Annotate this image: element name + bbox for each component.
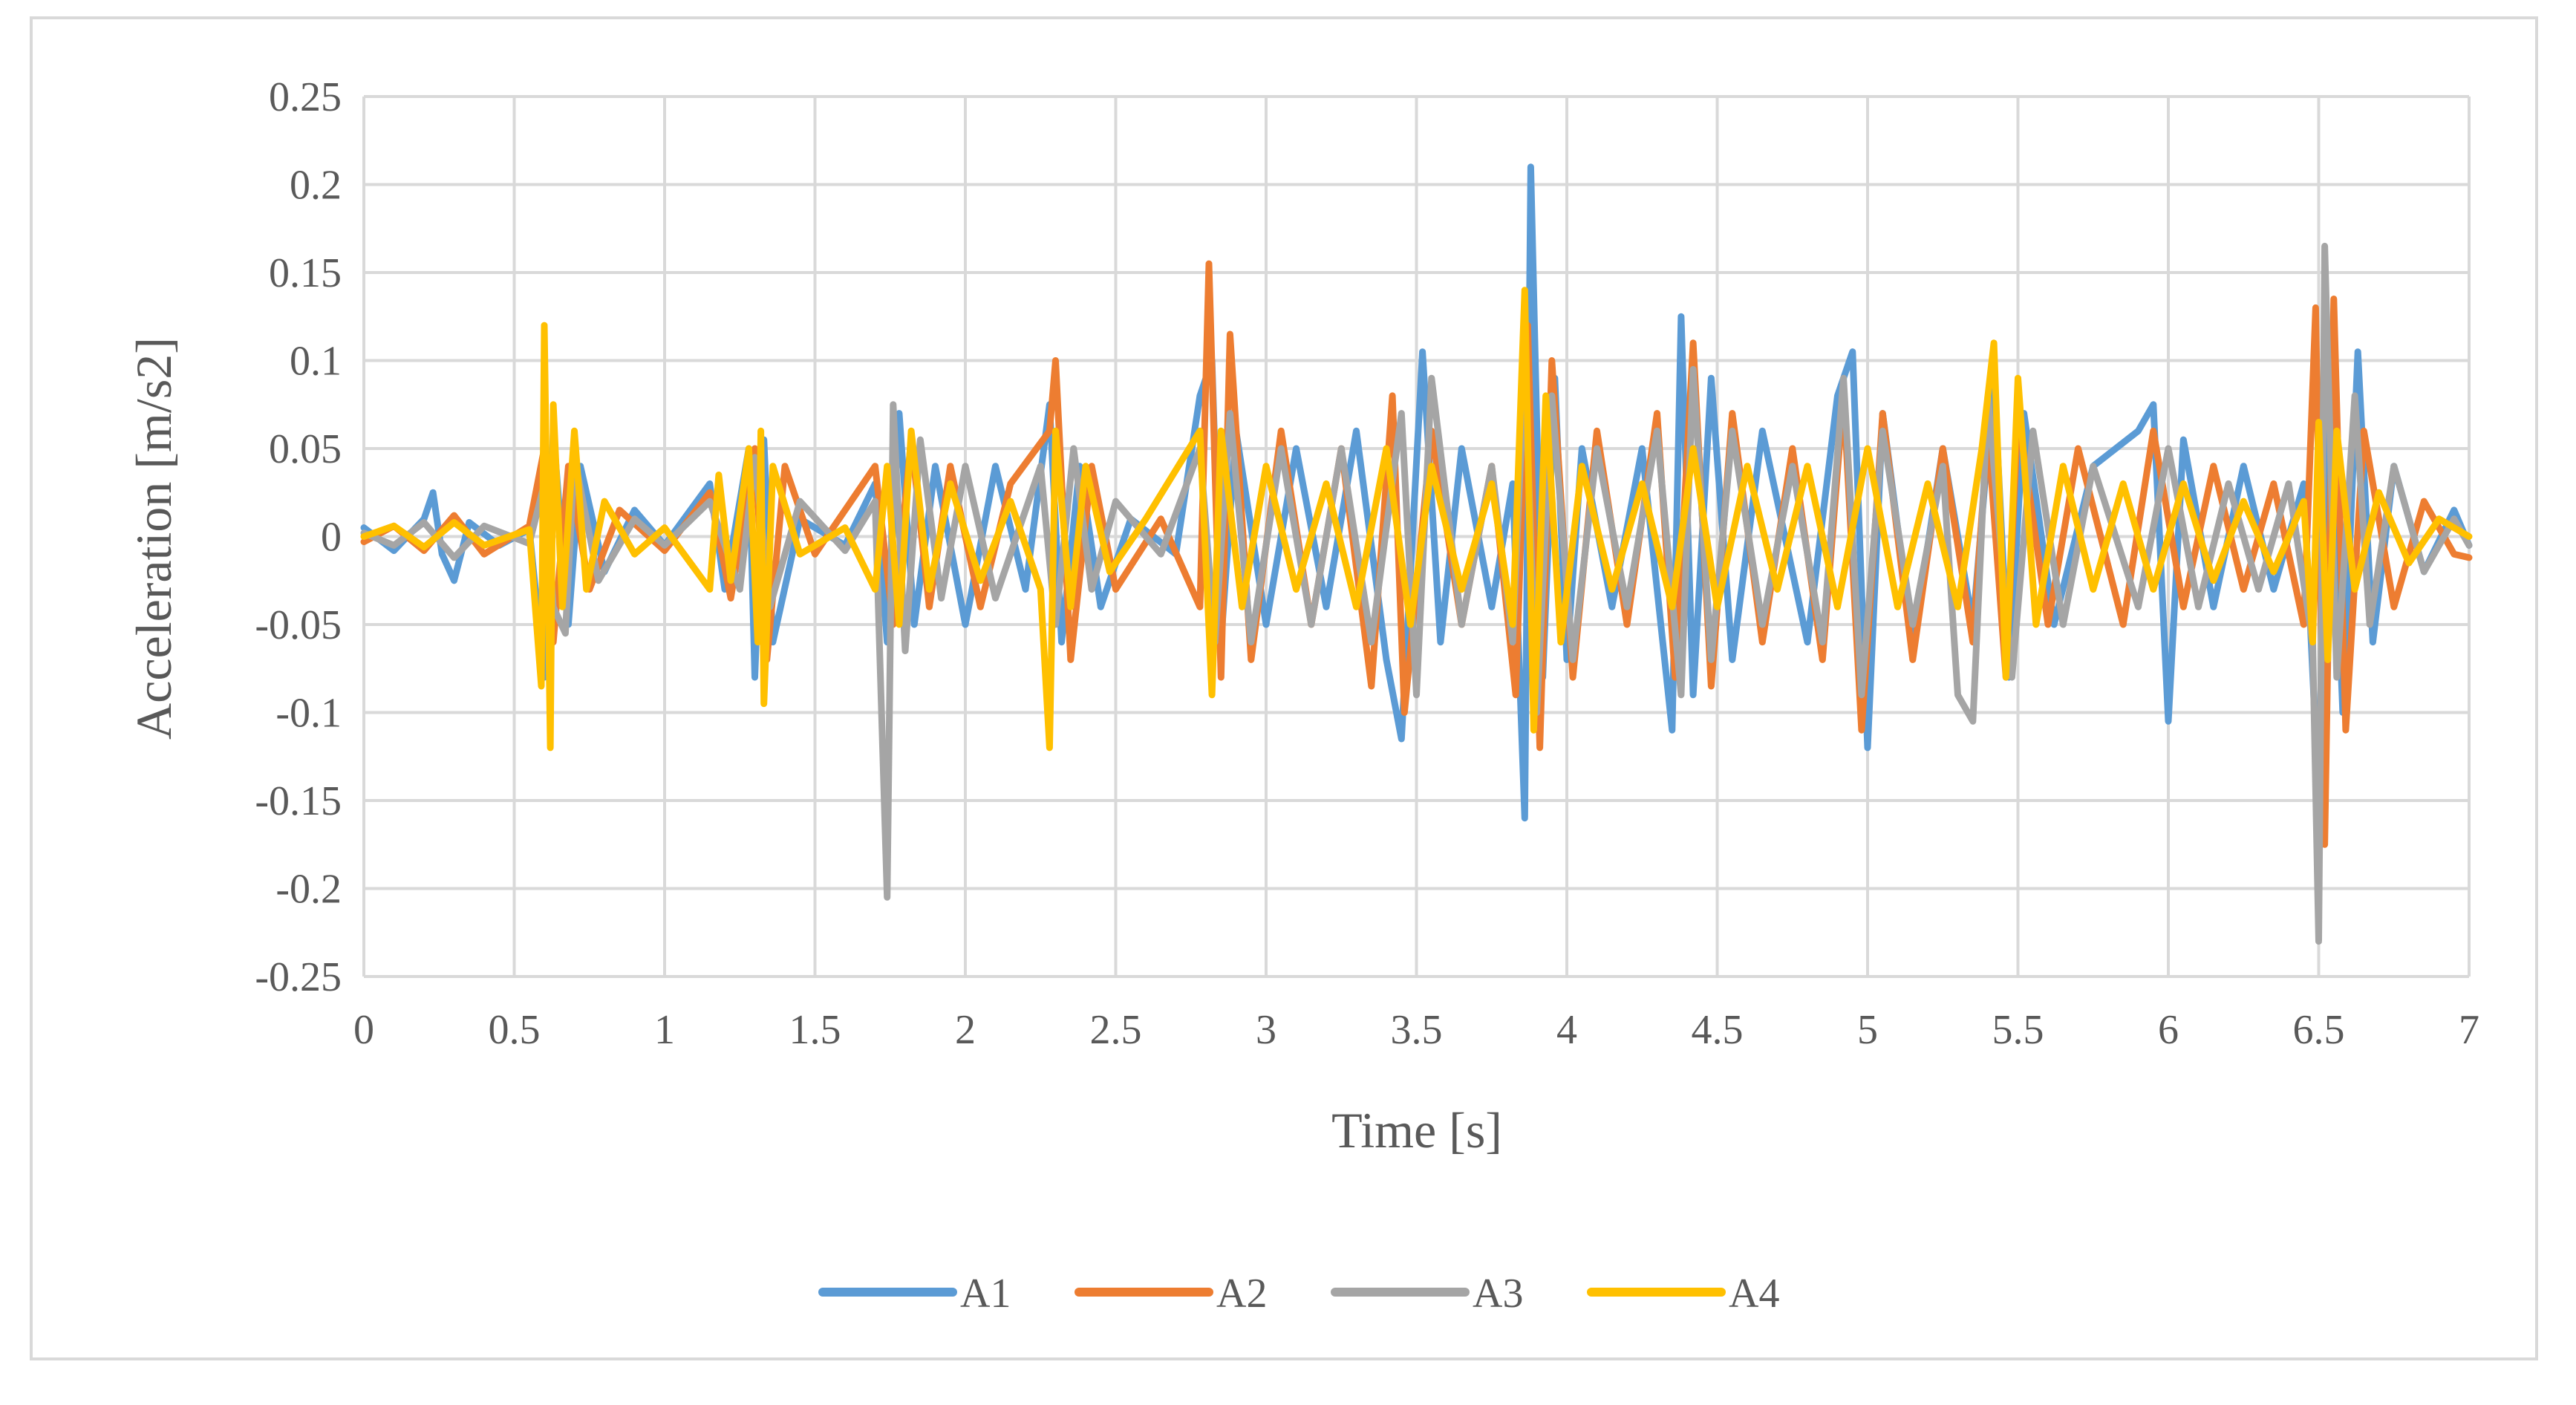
legend-label: A1 (960, 1271, 1011, 1317)
x-tick-label: 2 (955, 1007, 976, 1053)
x-tick-label: 7 (2459, 1007, 2479, 1053)
y-tick-label: 0 (321, 515, 342, 561)
chart-frame (30, 16, 2538, 1360)
y-tick-label: 0.1 (290, 339, 342, 385)
x-axis-ticks: 0 0.5 1 1.5 2 2.5 3 3.5 4 4.5 5 5.5 6 6.5 7 (353, 1007, 2479, 1053)
series-lines (360, 163, 2473, 945)
legend-item-a2: A2 (1075, 1271, 1267, 1317)
x-tick-label: 3.5 (1391, 1007, 1443, 1053)
x-tick-label: 4 (1556, 1007, 1577, 1053)
x-tick-label: 4.5 (1692, 1007, 1744, 1053)
y-tick-label: -0.15 (255, 778, 342, 824)
x-tick-label: 3 (1256, 1007, 1276, 1053)
y-tick-label: 0.15 (269, 250, 342, 296)
y-tick-label: 0.2 (290, 163, 342, 209)
legend-label: A4 (1729, 1271, 1779, 1317)
x-tick-label: 0 (353, 1007, 374, 1053)
legend-label: A3 (1473, 1271, 1523, 1317)
legend-item-a1: A1 (818, 1271, 1011, 1317)
x-tick-label: 5 (1857, 1007, 1878, 1053)
x-tick-label: 6 (2158, 1007, 2179, 1053)
x-tick-label: 1.5 (789, 1007, 841, 1053)
y-tick-label: -0.05 (255, 602, 342, 648)
y-axis-ticks: 0.25 0.2 0.15 0.1 0.05 0 -0.05 -0.1 -0.15 -0.2 -0.… (255, 74, 342, 1000)
y-tick-label: 0.25 (269, 74, 342, 120)
x-tick-label: 5.5 (1992, 1007, 2044, 1053)
y-tick-label: -0.25 (255, 954, 342, 1000)
x-tick-label: 0.5 (489, 1007, 541, 1053)
x-tick-label: 6.5 (2293, 1007, 2345, 1053)
legend: A1 A2 A3 A4 (818, 1271, 1779, 1317)
y-axis-title: Acceleration [m/s2] (125, 337, 182, 740)
y-tick-label: -0.1 (275, 691, 342, 737)
y-tick-label: -0.2 (275, 867, 342, 913)
x-tick-label: 1 (654, 1007, 675, 1053)
x-axis-title: Time [s] (1331, 1102, 1502, 1158)
series-line-a4 (360, 287, 2473, 752)
legend-item-a3: A3 (1331, 1271, 1523, 1317)
series-line-a1 (360, 163, 2473, 822)
x-tick-label: 2.5 (1090, 1007, 1142, 1053)
legend-label: A2 (1216, 1271, 1267, 1317)
y-tick-label: 0.05 (269, 426, 342, 472)
legend-item-a4: A4 (1587, 1271, 1779, 1317)
